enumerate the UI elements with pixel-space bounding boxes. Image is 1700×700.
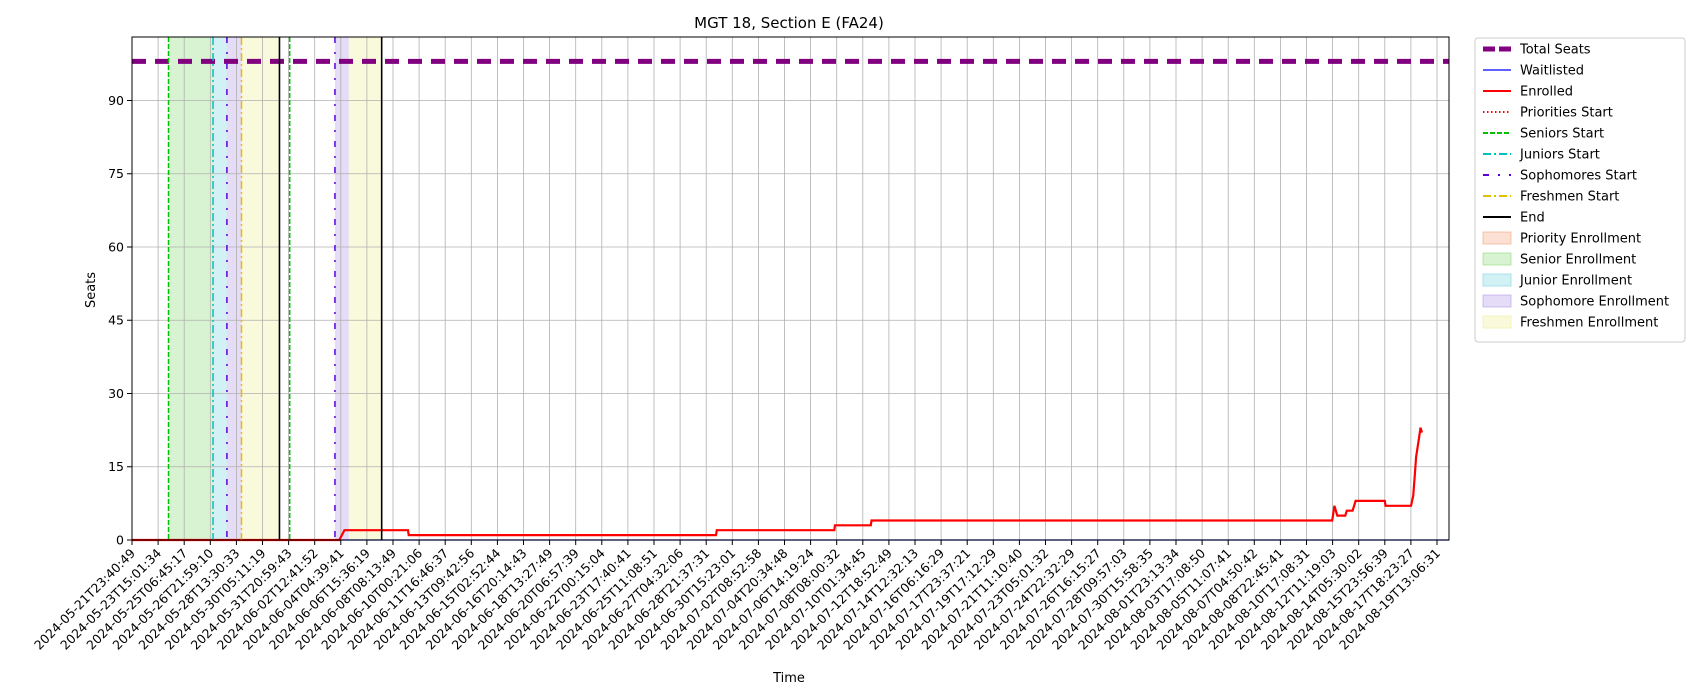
y-tick-label: 90 (108, 93, 124, 108)
legend-label-seniors-start: Seniors Start (1520, 127, 1604, 142)
enrolled-series-line (132, 427, 1424, 542)
legend-swatch-junior-enrollment (1482, 273, 1512, 287)
legend-label-priority-enrollment: Priority Enrollment (1520, 232, 1641, 247)
freshmen-enrollment-span (241, 37, 280, 540)
legend-swatch-freshmen-enrollment (1482, 315, 1512, 329)
y-tick-label: 30 (108, 386, 124, 401)
grid (131, 37, 1449, 541)
legend-box (1474, 37, 1686, 343)
legend-label-total-seats: Total Seats (1519, 43, 1591, 58)
legend-label-enrolled: Enrolled (1520, 85, 1573, 100)
y-tick-label: 60 (108, 239, 124, 254)
y-tick-label: 45 (108, 313, 124, 328)
start-markers (167, 37, 383, 540)
legend-label-priorities-start: Priorities Start (1520, 106, 1613, 121)
legend-label-waitlisted: Waitlisted (1520, 64, 1584, 79)
x-axis: 2024-05-21T23:40:492024-05-23T15:01:3420… (31, 540, 1443, 653)
y-axis: 0 15 30 45 60 75 90 (108, 93, 132, 548)
senior-enrollment-span (168, 37, 214, 540)
legend: Total Seats Waitlisted Enrolled Priorities … (1474, 37, 1686, 343)
legend-swatch-sophomore-enrollment (1482, 294, 1512, 308)
plot-frame (131, 36, 1450, 541)
y-axis-title: Seats (84, 272, 99, 308)
legend-label-senior-enrollment: Senior Enrollment (1520, 253, 1636, 268)
legend-swatch-senior-enrollment (1482, 252, 1512, 266)
junior-enrollment-span (213, 37, 227, 540)
legend-label-sophomores-start: Sophomores Start (1520, 169, 1637, 184)
legend-label-freshmen-enrollment: Freshmen Enrollment (1520, 316, 1658, 331)
y-tick-label: 75 (108, 166, 124, 181)
y-tick-label: 15 (108, 459, 124, 474)
legend-label-sophomore-enrollment: Sophomore Enrollment (1520, 295, 1669, 310)
sophomore-enrollment-span (226, 37, 242, 540)
chart-title: MGT 18, Section E (FA24) (694, 14, 884, 32)
freshmen-enrollment-span (348, 37, 382, 540)
sophomore-enrollment-span (334, 37, 349, 540)
legend-label-freshmen-start: Freshmen Start (1520, 190, 1619, 205)
legend-swatch-priority-enrollment (1482, 231, 1512, 245)
legend-label-end: End (1520, 211, 1545, 226)
legend-label-junior-enrollment: Junior Enrollment (1519, 274, 1632, 289)
y-tick-label: 0 (116, 533, 124, 548)
enrollment-spans (168, 37, 382, 540)
series (132, 58, 1449, 542)
legend-label-juniors-start: Juniors Start (1519, 148, 1600, 163)
x-axis-title: Time (772, 671, 805, 686)
